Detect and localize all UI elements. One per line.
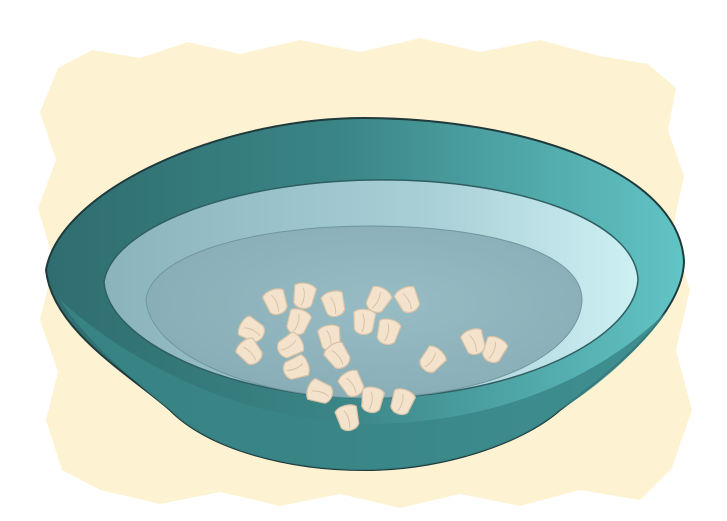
seeds-group — [235, 282, 509, 432]
seed — [390, 388, 417, 416]
seed — [361, 386, 386, 414]
seed — [277, 331, 305, 359]
seed — [235, 337, 263, 365]
seed — [306, 377, 334, 404]
seed — [365, 285, 393, 313]
bowl-exterior-lower — [60, 300, 668, 470]
seed — [261, 288, 288, 316]
seed — [337, 369, 365, 397]
seed — [286, 308, 313, 336]
seed — [481, 336, 509, 364]
seed — [323, 341, 351, 369]
seed — [320, 290, 346, 318]
seed — [353, 308, 377, 336]
seed — [376, 318, 402, 346]
seed — [282, 353, 310, 380]
seed — [393, 286, 421, 314]
seed — [334, 404, 360, 432]
seed — [419, 345, 447, 373]
seed — [237, 315, 265, 343]
seed — [293, 282, 318, 310]
